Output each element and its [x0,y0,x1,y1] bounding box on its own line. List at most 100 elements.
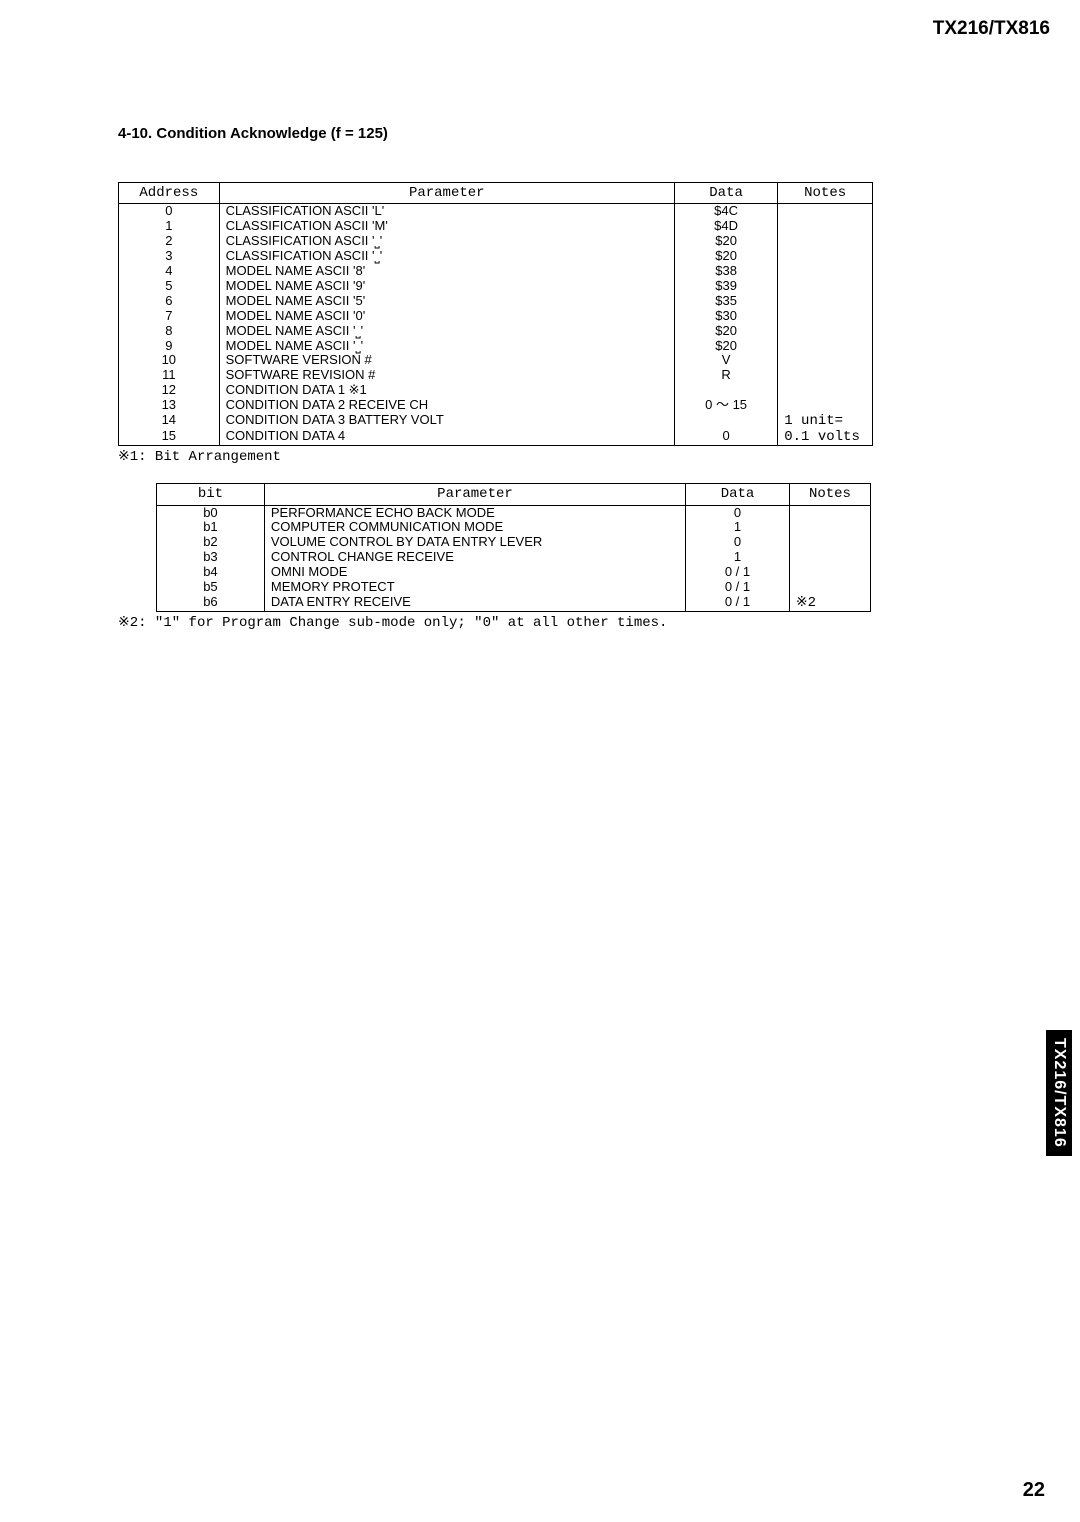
cell-parameter: COMPUTER COMMUNICATION MODE [264,520,685,535]
table-row: 4MODEL NAME ASCII '8'$38 [119,264,873,279]
cell-data: $35 [674,294,777,309]
cell-address: 1 [119,219,220,234]
cell-address: 10 [119,353,220,368]
col-header-notes: Notes [789,484,870,505]
cell-data: $20 [674,234,777,249]
bit-arrangement-table: bit Parameter Data Notes b0PERFORMANCE E… [156,483,871,612]
cell-address: 9 [119,339,220,354]
condition-ack-table: Address Parameter Data Notes 0CLASSIFICA… [118,182,873,446]
table-row: 14CONDITION DATA 3 BATTERY VOLT 1 unit= [119,413,873,429]
cell-address: 5 [119,279,220,294]
cell-parameter: MODEL NAME ASCII '⎵' [219,324,674,339]
cell-notes [789,535,870,550]
cell-data: $20 [674,339,777,354]
table-row: b0PERFORMANCE ECHO BACK MODE0 [157,505,871,520]
cell-notes [778,264,873,279]
cell-parameter: CONDITION DATA 3 BATTERY VOLT [219,413,674,429]
cell-notes [778,309,873,324]
col-header-data: Data [686,484,790,505]
cell-notes: 0.1 volts [778,429,873,446]
table-row: 8MODEL NAME ASCII '⎵'$20 [119,324,873,339]
page-content: 4-10. Condition Acknowledge (f = 125) Ad… [118,125,968,631]
cell-parameter: OMNI MODE [264,565,685,580]
table-row: b1COMPUTER COMMUNICATION MODE1 [157,520,871,535]
cell-notes [778,294,873,309]
cell-data [674,413,777,429]
table-row: 3CLASSIFICATION ASCII '⎵'$20 [119,249,873,264]
cell-parameter: MEMORY PROTECT [264,580,685,595]
cell-address: 2 [119,234,220,249]
table-row: b3CONTROL CHANGE RECEIVE1 [157,550,871,565]
cell-address: 13 [119,398,220,413]
cell-address: 3 [119,249,220,264]
cell-parameter: SOFTWARE REVISION # [219,368,674,383]
cell-parameter: VOLUME CONTROL BY DATA ENTRY LEVER [264,535,685,550]
table-row: 6MODEL NAME ASCII '5'$35 [119,294,873,309]
cell-data: $20 [674,249,777,264]
table-row: 12CONDITION DATA 1 ※1 [119,383,873,398]
cell-address: 6 [119,294,220,309]
table-row: 7MODEL NAME ASCII '0'$30 [119,309,873,324]
cell-bit: b4 [157,565,265,580]
cell-address: 14 [119,413,220,429]
cell-data: R [674,368,777,383]
cell-data: 0 ～ 15 [674,398,777,413]
cell-data: 0 [674,429,777,446]
cell-notes [778,219,873,234]
cell-data: $4C [674,204,777,219]
footnote-1: ※1: Bit Arrangement [118,448,968,465]
cell-parameter: MODEL NAME ASCII '⎵' [219,339,674,354]
cell-notes [789,565,870,580]
col-header-parameter: Parameter [219,183,674,204]
cell-notes: ※2 [789,595,870,612]
cell-parameter: CLASSIFICATION ASCII 'L' [219,204,674,219]
cell-parameter: CLASSIFICATION ASCII '⎵' [219,249,674,264]
cell-bit: b0 [157,505,265,520]
cell-notes [789,520,870,535]
col-header-notes: Notes [778,183,873,204]
table-row: 9MODEL NAME ASCII '⎵'$20 [119,339,873,354]
table-header-row: bit Parameter Data Notes [157,484,871,505]
cell-notes [778,398,873,413]
cell-data: 0 / 1 [686,595,790,612]
cell-notes [778,353,873,368]
cell-notes [778,279,873,294]
cell-data: $38 [674,264,777,279]
cell-address: 11 [119,368,220,383]
cell-parameter: MODEL NAME ASCII '0' [219,309,674,324]
table-row: 13CONDITION DATA 2 RECEIVE CH0 ～ 15 [119,398,873,413]
cell-parameter: CLASSIFICATION ASCII '⎵' [219,234,674,249]
cell-parameter: PERFORMANCE ECHO BACK MODE [264,505,685,520]
cell-notes [778,324,873,339]
cell-notes [789,505,870,520]
page-number: 22 [1023,1479,1045,1502]
cell-address: 15 [119,429,220,446]
cell-notes [789,580,870,595]
cell-address: 12 [119,383,220,398]
cell-address: 8 [119,324,220,339]
cell-data: $39 [674,279,777,294]
col-header-data: Data [674,183,777,204]
cell-parameter: CONDITION DATA 2 RECEIVE CH [219,398,674,413]
col-header-parameter: Parameter [264,484,685,505]
cell-bit: b2 [157,535,265,550]
table-row: b2VOLUME CONTROL BY DATA ENTRY LEVER0 [157,535,871,550]
cell-notes: 1 unit= [778,413,873,429]
cell-address: 0 [119,204,220,219]
cell-data: 0 [686,505,790,520]
cell-parameter: CONDITION DATA 4 [219,429,674,446]
table-row: 2CLASSIFICATION ASCII '⎵'$20 [119,234,873,249]
cell-notes [778,234,873,249]
cell-data: 0 / 1 [686,565,790,580]
cell-data: 0 [686,535,790,550]
cell-bit: b1 [157,520,265,535]
cell-data: 1 [686,520,790,535]
cell-notes [778,204,873,219]
cell-address: 4 [119,264,220,279]
cell-bit: b5 [157,580,265,595]
table-row: 0CLASSIFICATION ASCII 'L'$4C [119,204,873,219]
page-header-model: TX216/TX816 [933,18,1050,40]
cell-data: 1 [686,550,790,565]
cell-parameter: MODEL NAME ASCII '5' [219,294,674,309]
cell-data [674,383,777,398]
